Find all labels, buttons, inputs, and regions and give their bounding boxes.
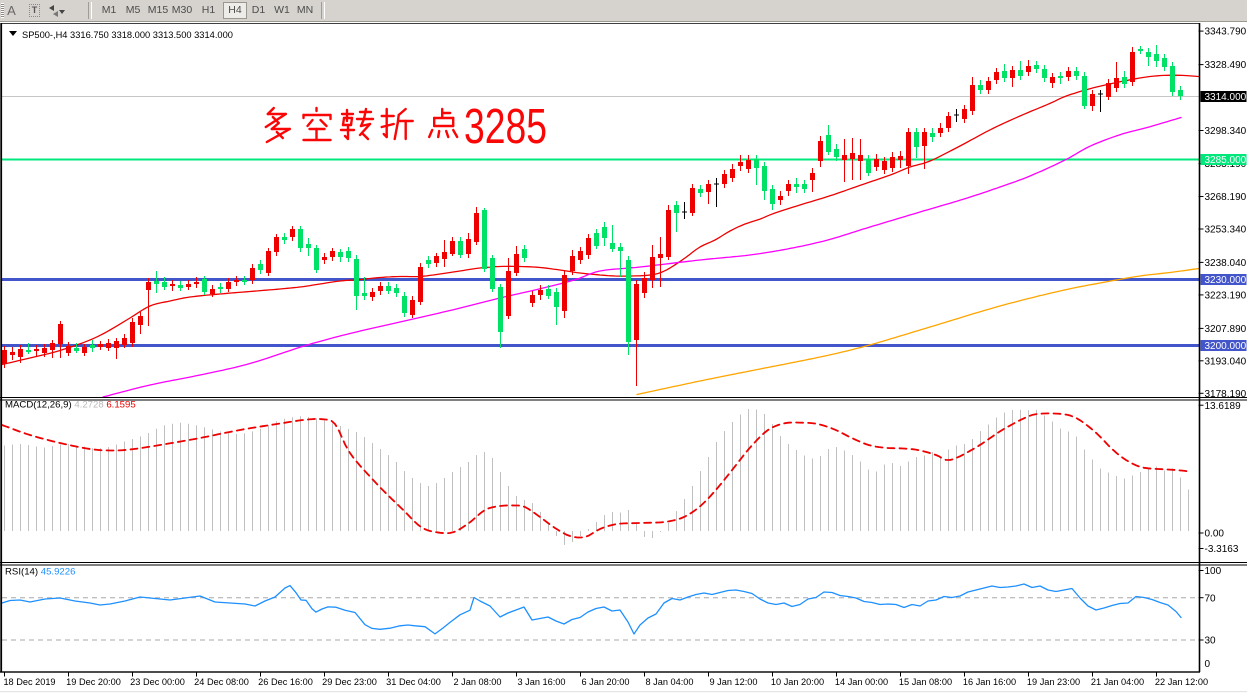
svg-text:21 Jan 04:00: 21 Jan 04:00: [1091, 677, 1144, 687]
svg-text:RSI(14) 45.9226: RSI(14) 45.9226: [5, 567, 75, 578]
svg-text:18 Dec 2019: 18 Dec 2019: [3, 677, 55, 687]
svg-text:MACD(12,26,9) 4.2728 6.1595: MACD(12,26,9) 4.2728 6.1595: [5, 400, 136, 411]
svg-text:23 Dec 00:00: 23 Dec 00:00: [130, 677, 185, 687]
svg-text:19 Dec 20:00: 19 Dec 20:00: [66, 677, 121, 687]
svg-text:3285: 3285: [464, 100, 547, 154]
svg-text:6 Jan 20:00: 6 Jan 20:00: [581, 677, 629, 687]
svg-text:3253.340: 3253.340: [1205, 225, 1247, 236]
svg-text:13.6189: 13.6189: [1205, 401, 1242, 412]
svg-text:2 Jan 08:00: 2 Jan 08:00: [453, 677, 501, 687]
svg-text:3314.000: 3314.000: [1205, 92, 1247, 103]
svg-text:22 Jan 12:00: 22 Jan 12:00: [1155, 677, 1208, 687]
svg-text:SP500-,H4 3316.750 3318.000 3: SP500-,H4 3316.750 3318.000 3313.500 331…: [22, 30, 233, 40]
svg-text:15 Jan 08:00: 15 Jan 08:00: [899, 677, 952, 687]
svg-text:100: 100: [1205, 566, 1222, 577]
svg-text:30: 30: [1205, 636, 1217, 647]
svg-text:8 Jan 04:00: 8 Jan 04:00: [645, 677, 693, 687]
svg-text:3328.490: 3328.490: [1205, 60, 1247, 71]
svg-text:3285.000: 3285.000: [1205, 155, 1247, 166]
svg-text:3223.190: 3223.190: [1205, 291, 1247, 302]
svg-text:-3.3163: -3.3163: [1205, 544, 1239, 555]
svg-text:3343.790: 3343.790: [1205, 27, 1247, 38]
svg-text:3268.190: 3268.190: [1205, 192, 1247, 203]
svg-text:3178.190: 3178.190: [1205, 389, 1247, 400]
svg-text:14 Jan 00:00: 14 Jan 00:00: [835, 677, 888, 687]
svg-text:3238.040: 3238.040: [1205, 258, 1247, 269]
svg-text:19 Jan 23:00: 19 Jan 23:00: [1027, 677, 1080, 687]
svg-text:3207.890: 3207.890: [1205, 324, 1247, 335]
svg-text:3 Jan 16:00: 3 Jan 16:00: [517, 677, 565, 687]
svg-text:0: 0: [1205, 659, 1211, 670]
svg-text:3230.000: 3230.000: [1205, 275, 1247, 286]
svg-text:24 Dec 08:00: 24 Dec 08:00: [194, 677, 249, 687]
svg-text:3193.040: 3193.040: [1205, 356, 1247, 367]
svg-text:10 Jan 20:00: 10 Jan 20:00: [771, 677, 824, 687]
svg-text:16 Jan 16:00: 16 Jan 16:00: [963, 677, 1016, 687]
svg-text:3298.340: 3298.340: [1205, 126, 1247, 137]
svg-text:26 Dec 16:00: 26 Dec 16:00: [258, 677, 313, 687]
svg-text:0.00: 0.00: [1205, 529, 1225, 540]
svg-text:29 Dec 23:00: 29 Dec 23:00: [322, 677, 377, 687]
svg-text:31 Dec 04:00: 31 Dec 04:00: [386, 677, 441, 687]
svg-text:3200.000: 3200.000: [1205, 341, 1247, 352]
svg-text:70: 70: [1205, 593, 1217, 604]
svg-text:9 Jan 12:00: 9 Jan 12:00: [709, 677, 757, 687]
